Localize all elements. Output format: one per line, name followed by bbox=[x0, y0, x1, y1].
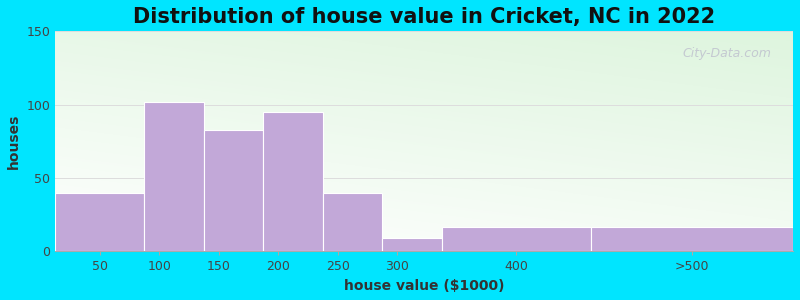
Title: Distribution of house value in Cricket, NC in 2022: Distribution of house value in Cricket, … bbox=[133, 7, 715, 27]
Bar bbox=[55, 193, 145, 251]
Bar bbox=[323, 193, 382, 251]
Bar bbox=[204, 130, 263, 251]
Y-axis label: houses: houses bbox=[7, 114, 21, 169]
Bar bbox=[442, 226, 590, 251]
Bar bbox=[590, 226, 793, 251]
X-axis label: house value ($1000): house value ($1000) bbox=[344, 279, 504, 293]
Bar bbox=[382, 238, 442, 251]
Bar bbox=[145, 102, 204, 251]
Text: City-Data.com: City-Data.com bbox=[682, 47, 771, 60]
Bar bbox=[263, 112, 323, 251]
